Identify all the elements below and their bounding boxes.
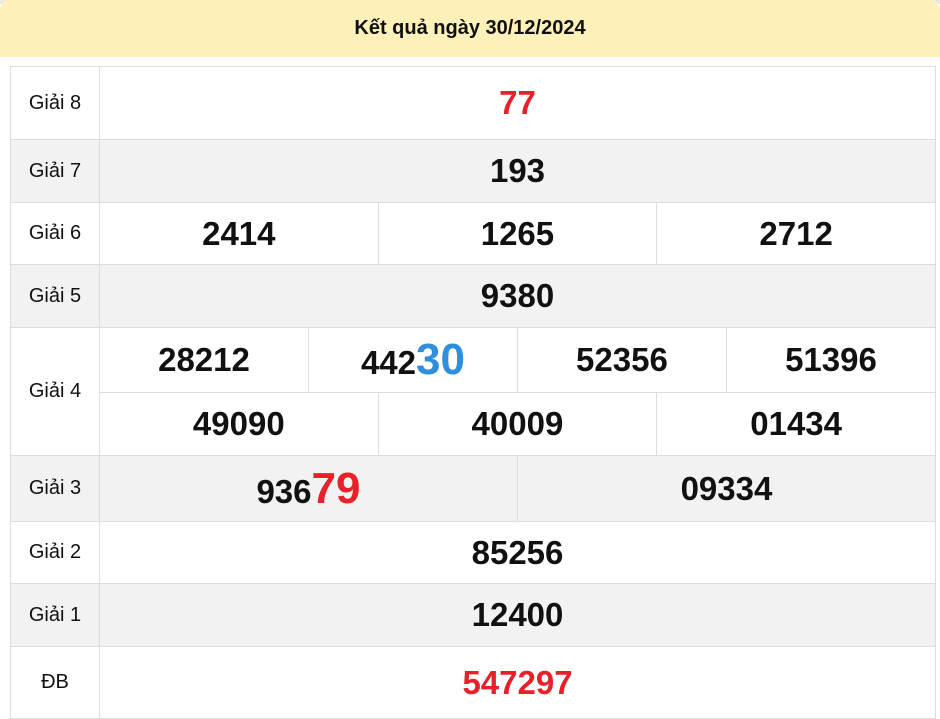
number-prefix: 936	[256, 472, 312, 510]
prize-number: 12400	[99, 583, 936, 647]
prize-number: 85256	[99, 521, 936, 584]
prize-number: 2414	[99, 202, 379, 265]
prize-number: 193	[99, 139, 936, 203]
number-highlight: 30	[416, 335, 465, 384]
prize-number: 52356	[516, 327, 727, 393]
prize-row-3: Giải 3 93679 09334	[10, 455, 937, 522]
prize-label: Giải 3	[10, 455, 100, 522]
prize-label: Giải 5	[10, 264, 100, 328]
number-prefix: 442	[360, 344, 416, 381]
prize-label: Giải 2	[10, 521, 100, 584]
prize-number: 2712	[656, 202, 936, 265]
prize-number: 51396	[725, 327, 937, 393]
prize-label: Giải 4	[10, 327, 100, 456]
prize-number: 49090	[99, 392, 379, 456]
number-highlight: 79	[311, 463, 361, 513]
prize-row-4b: 49090 40009 01434	[11, 392, 936, 456]
prize-number: 1265	[377, 202, 658, 265]
prize-number: 09334	[516, 455, 937, 522]
prize-label: Giải 1	[10, 583, 100, 647]
page-title: Kết quả ngày 30/12/2024	[354, 17, 586, 39]
prize-row-7: Giải 7 193	[10, 139, 936, 203]
prize-label: Giải 6	[10, 202, 100, 265]
prize-label: Giải 7	[10, 139, 100, 203]
prize-number: 01434	[656, 392, 936, 456]
prize-label: ĐB	[10, 646, 100, 719]
prize-number: 547297	[99, 646, 936, 719]
prize-label: Giải 8	[10, 66, 100, 140]
prize-number: 9380	[99, 264, 936, 328]
prize-row-1: Giải 1 12400	[10, 583, 936, 647]
prize-row-4a: Giải 4 28212 44230 52356 51396	[10, 327, 937, 456]
prize-row-5: Giải 5 9380	[10, 264, 936, 328]
results-header: Kết quả ngày 30/12/2024	[0, 0, 940, 57]
prize-number: 77	[99, 66, 936, 140]
prize-number: 40009	[377, 392, 658, 456]
prize-number: 93679	[99, 455, 518, 522]
prize-row-special: ĐB 547297	[10, 646, 936, 719]
prize-row-2: Giải 2 85256	[10, 521, 936, 584]
prize-row-8: Giải 8 77	[10, 66, 936, 140]
prize-number: 28212	[99, 327, 309, 393]
results-table: Giải 8 77 Giải 7 193 Giải 6 2414 1265 27…	[10, 66, 937, 719]
prize-row-6: Giải 6 2414 1265 2712	[10, 202, 936, 265]
prize-number: 44230	[307, 327, 518, 393]
